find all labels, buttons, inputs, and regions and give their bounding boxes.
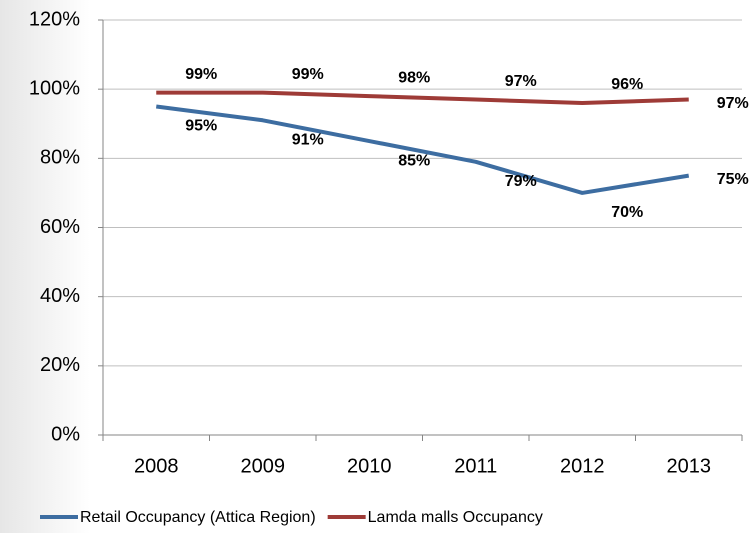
series-line [156,90,689,105]
data-label: 97% [505,73,537,90]
legend-label: Retail Occupancy (Attica Region) [80,509,316,526]
y-tick-label: 100% [29,77,80,99]
y-tick-label: 60% [40,216,80,238]
x-tick-label: 2011 [454,455,497,477]
x-tick-label: 2010 [347,455,392,477]
x-tick-label: 2008 [134,455,179,477]
data-label: 95% [185,118,217,135]
data-label: 75% [717,171,749,188]
data-label: 98% [398,69,430,86]
y-tick-label: 20% [40,354,80,376]
data-label: 85% [398,152,430,169]
data-label: 99% [185,66,217,83]
y-tick-label: 80% [40,147,80,169]
data-label: 79% [505,173,537,190]
y-tick-label: 120% [29,8,80,30]
x-tick-label: 2012 [560,455,605,477]
data-label: 91% [292,132,324,149]
data-label: 70% [611,204,643,221]
data-label: 99% [292,66,324,83]
x-tick-label: 2009 [241,455,286,477]
y-tick-label: 40% [40,285,80,307]
series-line [155,104,690,195]
data-label: 96% [611,76,643,93]
legend-label: Lamda malls Occupancy [368,509,543,526]
data-label: 97% [717,95,749,112]
y-tick-label: 0% [51,423,80,445]
x-tick-label: 2013 [667,455,712,477]
